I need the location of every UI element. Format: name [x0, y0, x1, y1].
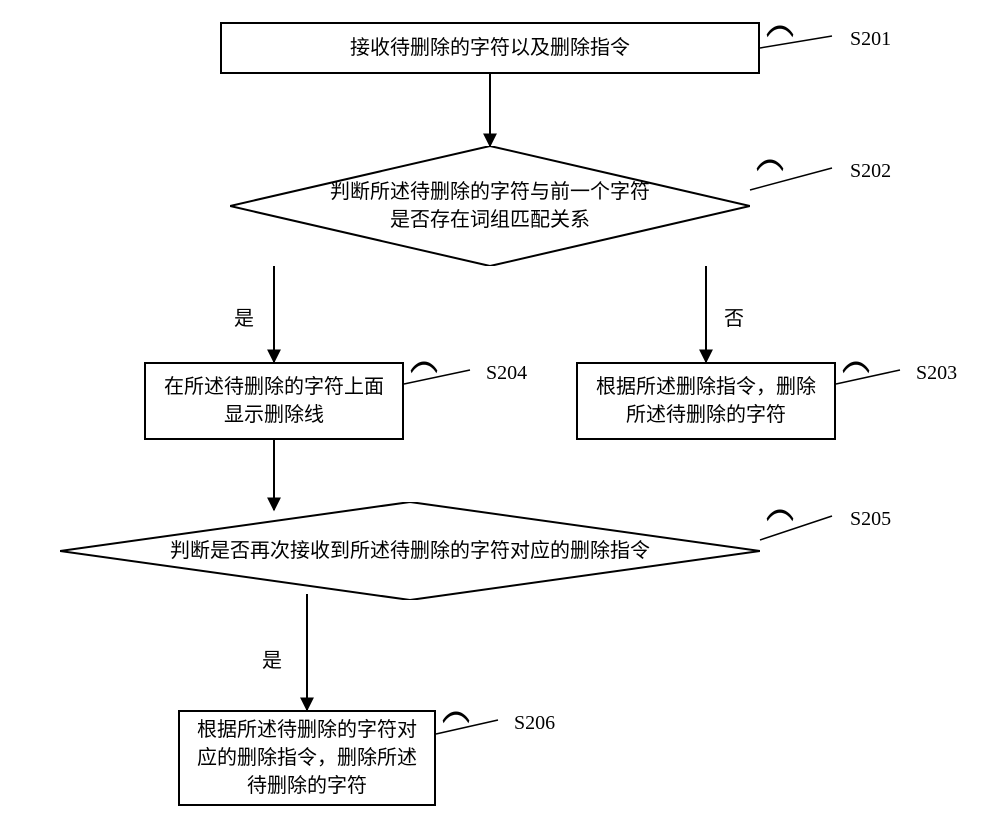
- node-s201-text: 接收待删除的字符以及删除指令: [350, 34, 630, 62]
- edge-label-yes-2: 是: [262, 644, 282, 673]
- brace-s206: ⌒: [442, 700, 470, 764]
- brace-s205: ⌒: [766, 498, 794, 562]
- node-s205-text: 判断是否再次接收到所述待删除的字符对应的删除指令: [170, 537, 650, 565]
- brace-s204: ⌒: [410, 350, 438, 414]
- step-label-s204: S204: [486, 362, 527, 385]
- node-s205: 判断是否再次接收到所述待删除的字符对应的删除指令: [60, 502, 760, 600]
- step-label-s202: S202: [850, 160, 891, 183]
- node-s203: 根据所述删除指令，删除 所述待删除的字符: [576, 362, 836, 440]
- node-s206: 根据所述待删除的字符对 应的删除指令，删除所述 待删除的字符: [178, 710, 436, 806]
- edge-label-no: 否: [724, 302, 744, 331]
- step-label-s201: S201: [850, 28, 891, 51]
- node-s204: 在所述待删除的字符上面 显示删除线: [144, 362, 404, 440]
- node-s202-text: 判断所述待删除的字符与前一个字符 是否存在词组匹配关系: [330, 178, 650, 234]
- step-label-s205: S205: [850, 508, 891, 531]
- brace-s201: ⌒: [766, 14, 794, 78]
- flowchart-canvas: 接收待删除的字符以及删除指令 ⌒ S201 判断所述待删除的字符与前一个字符 是…: [0, 0, 1000, 833]
- node-s206-text: 根据所述待删除的字符对 应的删除指令，删除所述 待删除的字符: [197, 716, 417, 800]
- brace-s203: ⌒: [842, 350, 870, 414]
- node-s201: 接收待删除的字符以及删除指令: [220, 22, 760, 74]
- step-label-s206: S206: [514, 712, 555, 735]
- step-label-s203: S203: [916, 362, 957, 385]
- edge-label-yes-1: 是: [234, 302, 254, 331]
- node-s203-text: 根据所述删除指令，删除 所述待删除的字符: [596, 373, 816, 429]
- brace-s202: ⌒: [756, 148, 784, 212]
- node-s202: 判断所述待删除的字符与前一个字符 是否存在词组匹配关系: [230, 146, 750, 266]
- node-s204-text: 在所述待删除的字符上面 显示删除线: [164, 373, 384, 429]
